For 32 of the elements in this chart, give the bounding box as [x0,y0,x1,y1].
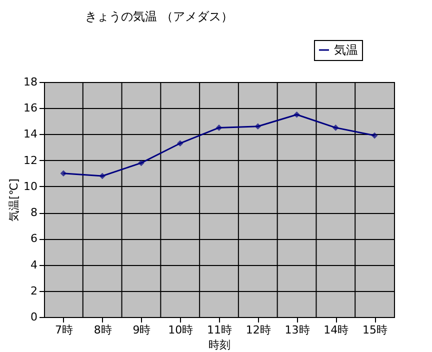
point [254,123,262,130]
x-tick-label: 7時 [54,324,73,336]
y-tick-label: 12 [24,154,38,167]
y-tick-label: 8 [30,206,38,220]
point [176,140,184,147]
x-tick-label: 8時 [94,324,112,336]
point [99,172,106,180]
y-tick-label: 16 [24,102,38,115]
x-tick-label: 12時 [246,324,271,336]
x-tick-label: 10時 [168,324,194,336]
x-tick-label: 14時 [324,324,349,336]
y-tick-label: 14 [24,128,38,141]
y-tick-label: 0 [30,310,38,324]
y-tick-label: 2 [30,284,38,298]
x-tick-label: 9時 [132,324,151,336]
x-tick-label: 15時 [362,324,388,336]
point [332,124,339,131]
point [371,132,378,139]
y-tick-label: 4 [30,258,38,272]
y-axis-title: 気温[℃] [8,178,21,222]
y-tick-label: 10 [24,180,38,193]
point [60,170,67,177]
y-tick-label: 18 [24,76,38,88]
x-tick-label: 11時 [207,324,232,336]
legend-label: 気温 [334,43,358,57]
point [138,160,144,166]
chart-title: きょうの気温 （アメダス） [85,10,233,24]
x-axis-title: 時刻 [208,338,230,352]
y-tick-label: 6 [30,232,38,246]
x-tick-label: 13時 [284,324,310,336]
point [294,111,300,118]
point [216,124,222,131]
